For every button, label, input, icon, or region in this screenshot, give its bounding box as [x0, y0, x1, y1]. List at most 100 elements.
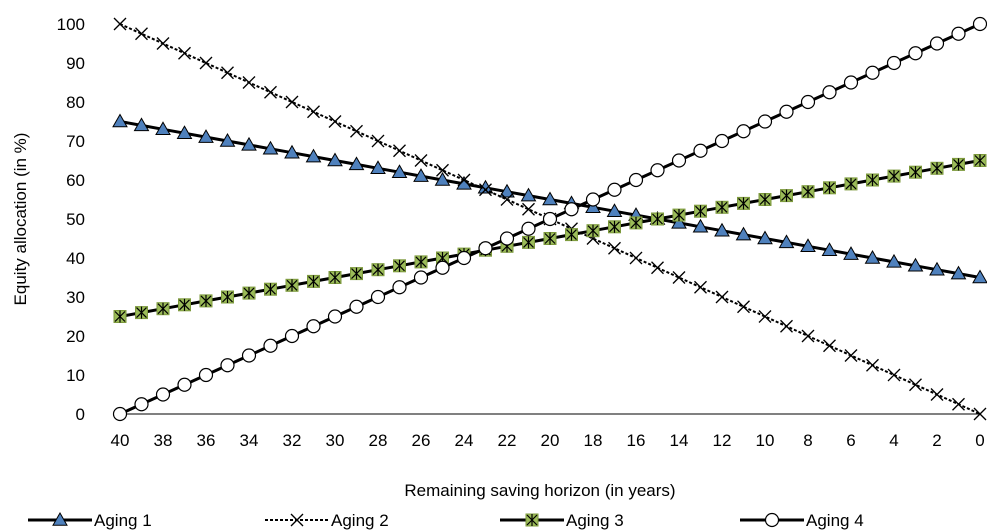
data-point — [349, 299, 364, 314]
data-point — [135, 27, 148, 41]
data-point — [262, 140, 279, 155]
data-point — [414, 154, 428, 167]
data-point — [843, 246, 859, 260]
data-point — [758, 193, 772, 206]
data-point — [714, 222, 730, 237]
data-point — [929, 261, 945, 276]
data-point — [113, 17, 127, 31]
data-point — [628, 172, 644, 188]
data-point — [801, 185, 815, 199]
y-tick-label: 80 — [66, 93, 85, 112]
x-tick-label: 10 — [756, 431, 775, 450]
series-layer — [112, 16, 987, 422]
data-point — [393, 259, 406, 273]
data-point — [542, 191, 558, 206]
data-point — [866, 173, 879, 187]
data-point — [284, 144, 300, 159]
x-tick-label: 28 — [369, 431, 388, 450]
data-point — [844, 177, 858, 191]
data-point — [672, 208, 686, 222]
y-tick-label: 30 — [66, 288, 85, 307]
data-point — [134, 397, 149, 412]
data-point — [823, 339, 836, 353]
data-point — [221, 290, 234, 304]
legend-marker — [52, 511, 68, 526]
data-point — [112, 406, 128, 422]
y-tick-label: 50 — [66, 210, 85, 229]
legend-marker — [290, 513, 304, 527]
data-point — [692, 218, 709, 233]
legend-item: Aging 2 — [265, 511, 389, 530]
data-point — [951, 26, 966, 41]
x-tick-label: 0 — [975, 431, 984, 450]
data-point — [887, 368, 901, 382]
x-tick-label: 26 — [412, 431, 431, 450]
data-point — [198, 367, 214, 383]
data-point — [909, 165, 922, 179]
data-point — [391, 164, 408, 178]
data-point — [221, 66, 234, 80]
data-point — [907, 257, 924, 272]
data-point — [521, 221, 536, 236]
data-point — [178, 298, 191, 312]
x-tick-label: 32 — [283, 431, 302, 450]
data-point — [586, 224, 600, 238]
data-point — [155, 387, 171, 402]
x-tick-label: 24 — [455, 431, 474, 450]
data-point — [393, 144, 406, 158]
data-point — [499, 183, 515, 198]
data-point — [929, 36, 945, 51]
data-point — [542, 211, 558, 227]
data-point — [392, 280, 407, 295]
data-point — [178, 46, 191, 60]
data-point — [564, 202, 579, 217]
data-point — [822, 85, 837, 100]
x-tick-label: 34 — [240, 431, 259, 450]
data-point — [950, 265, 967, 280]
data-point — [479, 183, 492, 197]
data-point — [543, 232, 557, 245]
data-point — [672, 271, 686, 284]
data-point — [328, 115, 342, 128]
data-point — [737, 196, 750, 210]
legend-marker — [525, 513, 539, 527]
data-point — [478, 241, 493, 256]
data-point — [176, 125, 193, 139]
data-point — [264, 85, 277, 99]
data-point — [198, 129, 214, 143]
x-tick-label: 12 — [713, 431, 732, 450]
x-tick-label: 40 — [111, 431, 130, 450]
data-point — [930, 161, 944, 175]
data-point — [887, 169, 901, 183]
data-point — [629, 251, 643, 265]
data-point — [715, 200, 729, 214]
data-point — [715, 290, 729, 304]
data-point — [757, 230, 773, 245]
data-point — [436, 163, 449, 177]
x-tick-label: 20 — [541, 431, 560, 450]
data-point — [694, 204, 707, 218]
y-tick-label: 90 — [66, 54, 85, 73]
data-point — [864, 249, 881, 264]
data-point — [413, 270, 429, 285]
data-point — [886, 55, 902, 71]
data-point — [241, 348, 257, 363]
data-point — [952, 157, 965, 171]
data-point — [909, 378, 922, 392]
x-tick-label: 38 — [154, 431, 173, 450]
data-point — [779, 104, 794, 119]
data-point — [565, 228, 578, 242]
x-axis-tick-labels: 40 38 36 34 32 30 28 26 24 22 20 18 16 14 12 10 8 6 4 2 0 — [111, 431, 985, 450]
data-point — [780, 189, 793, 203]
data-point — [457, 173, 471, 187]
x-tick-label: 22 — [498, 431, 517, 450]
data-point — [844, 349, 858, 362]
data-point — [823, 181, 836, 195]
legend-label: Aging 4 — [806, 511, 864, 530]
data-point — [307, 105, 320, 119]
series-aging-4 — [112, 16, 987, 422]
data-point — [370, 289, 386, 305]
data-point — [371, 263, 385, 277]
data-point — [112, 113, 128, 128]
legend-item: Aging 4 — [740, 511, 864, 530]
